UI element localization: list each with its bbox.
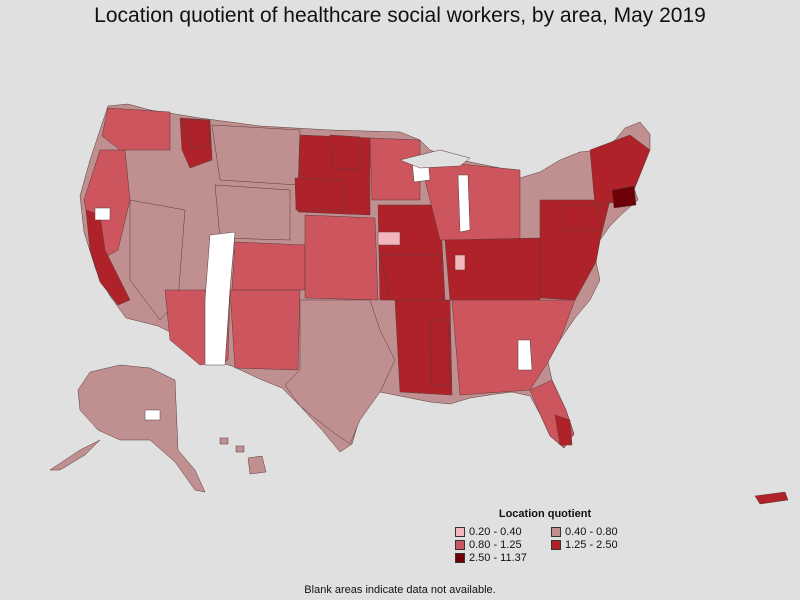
- highlight-s-florida: [554, 414, 573, 446]
- alaska-blank: [144, 409, 161, 421]
- blank-oregon: [94, 207, 111, 221]
- legend-item-4: 2.50 - 11.37: [455, 552, 551, 564]
- legend-item-0: 0.20 - 0.40: [455, 526, 551, 538]
- hawaii-big-island: [247, 455, 267, 475]
- highlight-light-indiana: [454, 254, 466, 271]
- alaska-peninsula: [49, 439, 101, 471]
- highlight-south-dakota: [294, 177, 346, 211]
- region-wyoming: [214, 184, 291, 241]
- highlight-missouri: [379, 254, 441, 301]
- hawaii-oahu: [219, 437, 229, 445]
- blank-utah: [204, 231, 236, 366]
- map-title: Location quotient of healthcare social w…: [94, 4, 706, 27]
- highlight-massachusetts: [611, 185, 637, 209]
- legend-swatch-0: [455, 527, 465, 537]
- map-blank-areas: [94, 157, 533, 371]
- region-california-coast: [85, 209, 131, 306]
- alaska: [49, 364, 206, 493]
- legend-grid: 0.20 - 0.40 0.40 - 0.80 0.80 - 1.25 1.25…: [455, 526, 655, 564]
- puerto-rico-body: [754, 491, 789, 505]
- legend-swatch-4: [455, 553, 465, 563]
- legend-item-1: 0.40 - 0.80: [551, 526, 651, 538]
- legend-label-1: 0.40 - 0.80: [565, 526, 618, 538]
- region-new-mexico: [229, 289, 301, 371]
- great-lakes-water: [399, 149, 471, 169]
- legend-label-0: 0.20 - 0.40: [469, 526, 522, 538]
- region-washington: [101, 107, 171, 151]
- blank-georgia: [517, 339, 533, 371]
- legend-label-4: 2.50 - 11.37: [469, 552, 527, 564]
- hawaii: [219, 437, 267, 475]
- legend-swatch-2: [455, 540, 465, 550]
- region-southeast: [451, 299, 576, 396]
- region-colorado: [231, 241, 306, 291]
- hawaii-maui: [235, 445, 245, 453]
- lake-superior: [399, 149, 471, 169]
- map-legend: Location quotient 0.20 - 0.40 0.40 - 0.8…: [455, 508, 655, 564]
- highlight-pennsylvania: [559, 204, 601, 231]
- legend-swatch-3: [551, 540, 561, 550]
- region-texas: [284, 299, 396, 445]
- blank-lake-michigan: [457, 174, 471, 233]
- highlight-n-idaho: [181, 119, 211, 149]
- legend-title: Location quotient: [498, 508, 592, 520]
- legend-swatch-1: [551, 527, 561, 537]
- legend-item-2: 0.80 - 1.25: [455, 539, 551, 551]
- legend-item-3: 1.25 - 2.50: [551, 539, 651, 551]
- highlight-light-iowa: [377, 231, 401, 246]
- legend-label-2: 0.80 - 1.25: [469, 539, 522, 551]
- map-highlights: [181, 119, 637, 446]
- region-nebraska-kansas: [304, 214, 379, 301]
- highlight-mississippi: [429, 319, 451, 386]
- alaska-body: [77, 364, 206, 493]
- footnote: Blank areas indicate data not available.: [304, 584, 496, 596]
- region-minnesota: [369, 137, 421, 201]
- legend-label-3: 1.25 - 2.50: [565, 539, 618, 551]
- puerto-rico: [754, 491, 789, 505]
- region-montana: [211, 124, 301, 186]
- highlight-north-dakota: [329, 134, 361, 171]
